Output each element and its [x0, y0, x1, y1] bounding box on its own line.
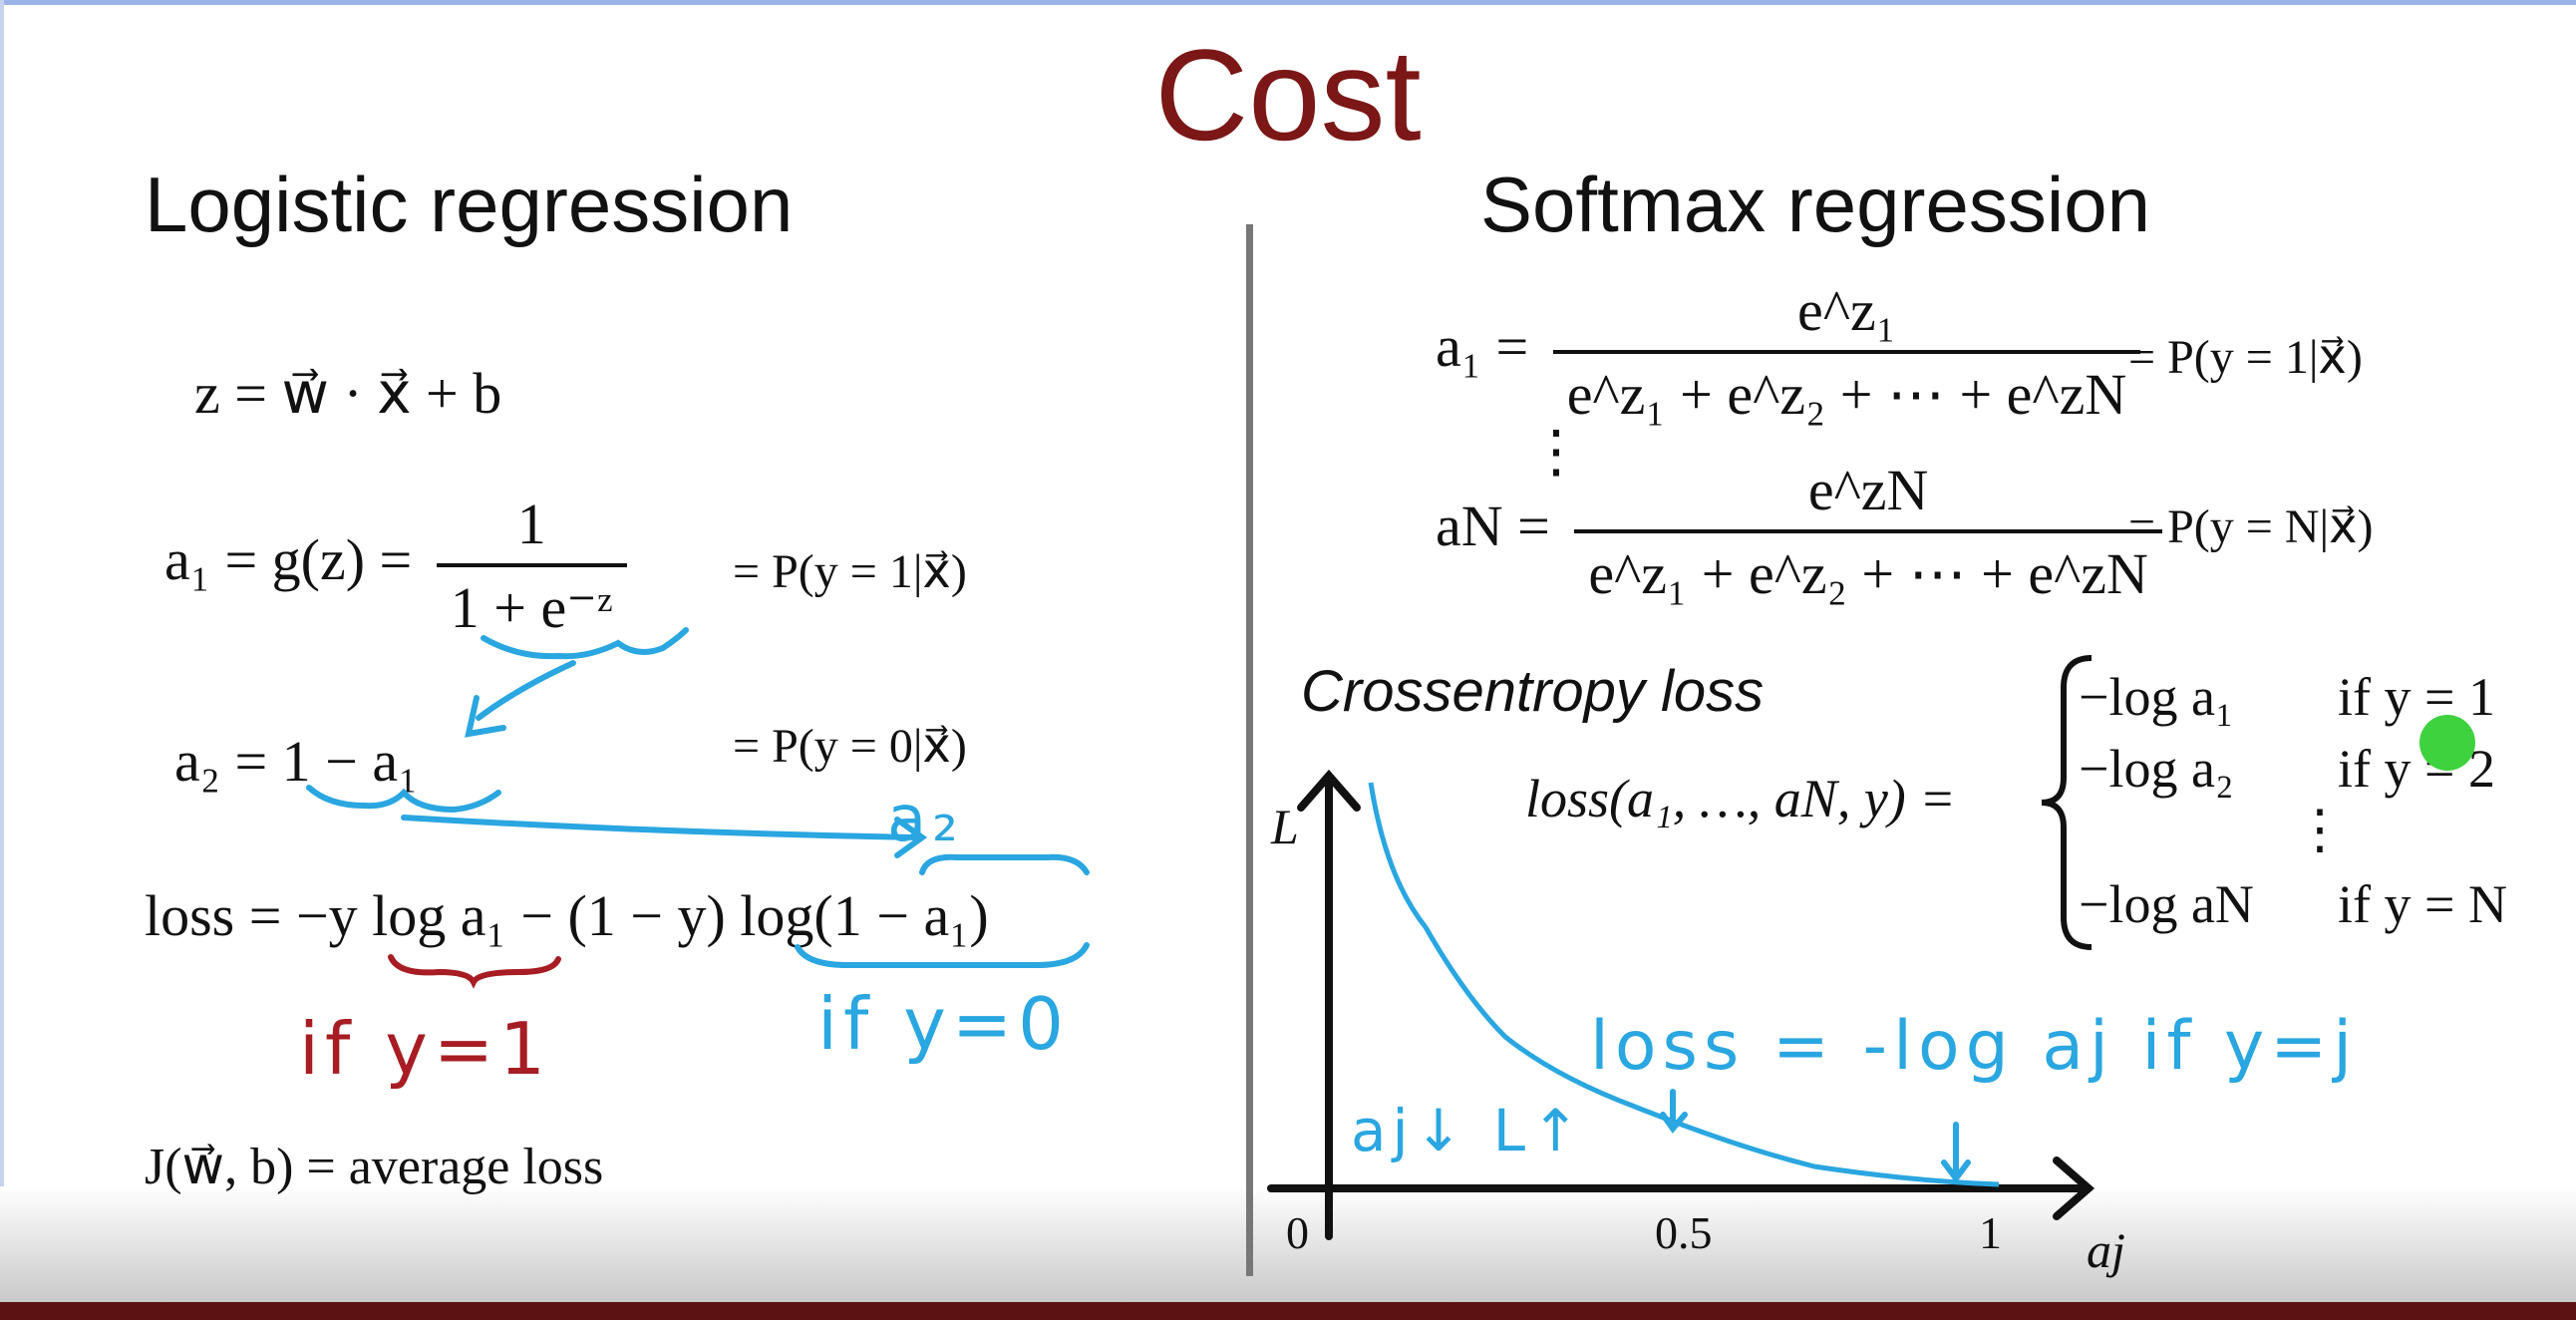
bottom-shade — [0, 1186, 2576, 1302]
case-2-expr: −log a₂ — [2079, 739, 2234, 799]
case-N-cond: if y = N — [2338, 874, 2507, 934]
case-N-expr: −log aN — [2079, 874, 2254, 934]
y-axis-label: L — [1271, 799, 1299, 854]
loss-curve — [1368, 782, 2000, 1187]
brace-under-denominator — [481, 627, 689, 660]
case-dots: ⋮ — [2293, 800, 2347, 859]
loss-neg-log-annotation: loss = -log aj if y=j — [1590, 1007, 2359, 1086]
softmax-aN-lhs: aN = — [1436, 493, 1550, 558]
a1-probability: = P(y = 1|x⃗) — [733, 545, 967, 598]
pointer-dot — [2419, 715, 2475, 771]
softmax-aN-numerator: e^zN — [1574, 457, 2162, 533]
crossentropy-heading: Crossentropy loss — [1301, 659, 1765, 724]
case-1-cond: if y = 1 — [2338, 667, 2495, 727]
x-axis-arrow — [2053, 1156, 2095, 1220]
y-axis-arrow — [1297, 769, 1361, 812]
arrow-right-head — [1941, 1159, 1971, 1183]
if-y-0-annotation: if y=0 — [817, 982, 1070, 1066]
a1-fraction: 1 1 + e⁻ᶻ — [436, 491, 627, 641]
a2-probability: = P(y = 0|x⃗) — [733, 720, 967, 773]
softmax-a1-equation: a₁ = e^z₁ e^z₁ + e^z₂ + ⋯ + e^zN — [1436, 277, 2150, 428]
x-tick-0: 0 — [1286, 1207, 1309, 1258]
x-axis-label: aj — [2087, 1222, 2125, 1278]
softmax-aN-probability: = P(y = N|x⃗) — [2128, 500, 2374, 553]
x-tick-1: 1 — [1979, 1207, 2002, 1258]
column-divider — [1246, 224, 1253, 1276]
long-arrow-head — [894, 817, 928, 858]
if-y-1-annotation: if y=1 — [299, 1007, 551, 1091]
softmax-heading: Softmax regression — [1480, 161, 2150, 248]
softmax-a1-numerator: e^z₁ — [1552, 277, 2141, 354]
a1-lhs: a₁ = g(z) = — [164, 526, 413, 592]
softmax-a1-denominator: e^z₁ + e^z₂ + ⋯ + e^zN — [1566, 362, 2127, 427]
a2-equation: a₂ = 1 − a₁ — [174, 729, 419, 794]
a1-numerator: 1 — [436, 491, 627, 567]
aj-down-L-up-annotation: aj↓ L↑ — [1351, 1097, 1586, 1164]
brace-under-log-a1 — [388, 954, 561, 989]
softmax-aN-fraction: e^zN e^z₁ + e^z₂ + ⋯ + e^zN — [1574, 457, 2162, 607]
cost-equation: J(w⃗, b) = average loss — [145, 1139, 604, 1195]
brace-under-1-minus-a1 — [306, 785, 501, 814]
softmax-a1-fraction: e^z₁ e^z₁ + e^z₂ + ⋯ + e^zN — [1552, 277, 2141, 428]
loss-function-lhs: loss(a₁, …, aN, y) = — [1525, 769, 1956, 828]
arrow-to-a2-head — [465, 695, 506, 738]
case-1-expr: −log a₁ — [2079, 667, 2234, 727]
left-border — [0, 0, 4, 1320]
loss-equation: loss = −y log a₁ − (1 − y) log(1 − a₁) — [145, 883, 989, 948]
logistic-heading: Logistic regression — [145, 161, 794, 248]
slide-title: Cost — [1154, 22, 1422, 167]
vertical-dots: ⋮ — [1527, 419, 1585, 484]
softmax-aN-equation: aN = e^zN e^z₁ + e^z₂ + ⋯ + e^zN — [1436, 457, 2172, 607]
brace-under-log-term — [795, 942, 1090, 968]
softmax-a1-lhs: a₁ = — [1436, 313, 1529, 379]
long-arrow — [401, 815, 920, 840]
x-tick-0.5: 0.5 — [1655, 1207, 1713, 1258]
brace-over-log-term — [919, 853, 1090, 875]
arrow-mid-head — [1660, 1112, 1688, 1134]
cases-brace — [2041, 655, 2093, 950]
bottom-bar — [0, 1302, 2576, 1320]
a1-denominator: 1 + e⁻ᶻ — [450, 575, 613, 640]
z-equation: z = w⃗ · x⃗ + b — [194, 361, 502, 426]
arrow-to-a2 — [476, 660, 576, 721]
top-border — [0, 0, 2576, 5]
softmax-aN-denominator: e^z₁ + e^z₂ + ⋯ + e^zN — [1588, 541, 2148, 606]
softmax-a1-probability: = P(y = 1|x⃗) — [2128, 331, 2363, 384]
a1-equation: a₁ = g(z) = 1 1 + e⁻ᶻ — [164, 491, 637, 641]
